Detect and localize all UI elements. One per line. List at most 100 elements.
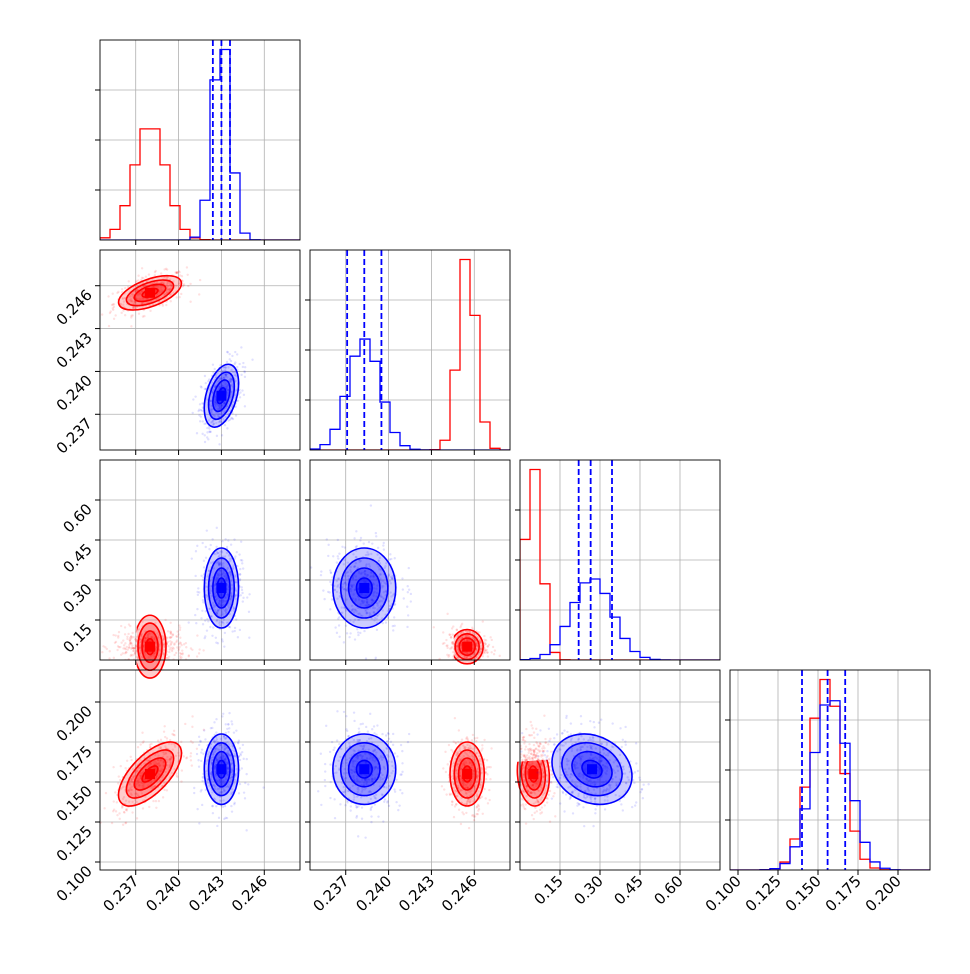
scatter-point (123, 811, 125, 813)
scatter-point (243, 758, 245, 760)
scatter-point (242, 362, 244, 364)
scatter-point (179, 629, 181, 631)
scatter-point (513, 805, 515, 807)
scatter-point (547, 794, 549, 796)
scatter-point (381, 733, 383, 735)
scatter-point (235, 618, 237, 620)
scatter-point (121, 663, 123, 665)
scatter-point (329, 797, 331, 799)
scatter-point (240, 374, 242, 376)
scatter-point (201, 804, 203, 806)
scatter-point (237, 636, 239, 638)
scatter-point (239, 759, 241, 761)
density-peak-1 (359, 764, 369, 774)
scatter-point (196, 608, 198, 610)
scatter-point (208, 548, 210, 550)
scatter-point (451, 633, 453, 635)
scatter-point (451, 667, 453, 669)
scatter-point (330, 572, 332, 574)
scatter-point (129, 665, 131, 667)
scatter-point (244, 797, 246, 799)
scatter-point (112, 634, 114, 636)
scatter-point (364, 836, 366, 838)
scatter-point (357, 634, 359, 636)
scatter-point (233, 803, 235, 805)
scatter-point (185, 646, 187, 648)
scatter-point (245, 829, 247, 831)
scatter-point (117, 782, 119, 784)
scatter-point (126, 760, 128, 762)
scatter-point (140, 743, 142, 745)
scatter-point (370, 821, 372, 823)
scatter-point (131, 644, 133, 646)
scatter-point (383, 548, 385, 550)
scatter-point (337, 555, 339, 557)
scatter-point (475, 740, 477, 742)
scatter-point (204, 738, 206, 740)
scatter-point (122, 647, 124, 649)
scatter-point (188, 655, 190, 657)
scatter-point (337, 539, 339, 541)
scatter-point (360, 723, 362, 725)
scatter-point (329, 581, 331, 583)
scatter-point (142, 741, 144, 743)
scatter-point (388, 738, 390, 740)
scatter-point (198, 822, 200, 824)
scatter-point (157, 739, 159, 741)
scatter-point (121, 288, 123, 290)
scatter-point (487, 802, 489, 804)
scatter-point (192, 398, 194, 400)
scatter-point (329, 751, 331, 753)
scatter-point (166, 657, 168, 659)
scatter-point (442, 631, 444, 633)
scatter-point (203, 566, 205, 568)
scatter-point (362, 723, 364, 725)
scatter-point (240, 346, 242, 348)
scatter-point (181, 652, 183, 654)
scatter-point (130, 759, 132, 761)
scatter-point (377, 547, 379, 549)
scatter-point (215, 731, 217, 733)
scatter-point (408, 588, 410, 590)
scatter-point (212, 812, 214, 814)
scatter-point (141, 267, 143, 269)
scatter-point (526, 754, 528, 756)
scatter-point (195, 622, 197, 624)
scatter-point (338, 553, 340, 555)
scatter-point (390, 741, 392, 743)
scatter-point (394, 557, 396, 559)
scatter-point (338, 616, 340, 618)
scatter-point (356, 806, 358, 808)
scatter-point (189, 755, 191, 757)
scatter-point (200, 385, 202, 387)
scatter-point (239, 783, 241, 785)
scatter-point (370, 815, 372, 817)
scatter-point (483, 635, 485, 637)
scatter-point (130, 325, 132, 327)
scatter-point (211, 727, 213, 729)
scatter-point (131, 314, 133, 316)
scatter-point (116, 814, 118, 816)
scatter-point (361, 818, 363, 820)
scatter-point (179, 627, 181, 629)
scatter-point (456, 665, 458, 667)
scatter-point (198, 652, 200, 654)
scatter-point (476, 666, 478, 668)
scatter-point (178, 270, 180, 272)
scatter-point (320, 753, 322, 755)
scatter-point (344, 804, 346, 806)
scatter-point (224, 632, 226, 634)
scatter-point (124, 671, 126, 673)
scatter-point (125, 648, 127, 650)
scatter-point (111, 822, 113, 824)
scatter-point (230, 720, 232, 722)
scatter-point (202, 623, 204, 625)
scatter-point (393, 616, 395, 618)
scatter-point (546, 801, 548, 803)
scatter-point (529, 747, 531, 749)
scatter-point (155, 807, 157, 809)
scatter-point (107, 295, 109, 297)
scatter-point (186, 756, 188, 758)
scatter-point (349, 809, 351, 811)
